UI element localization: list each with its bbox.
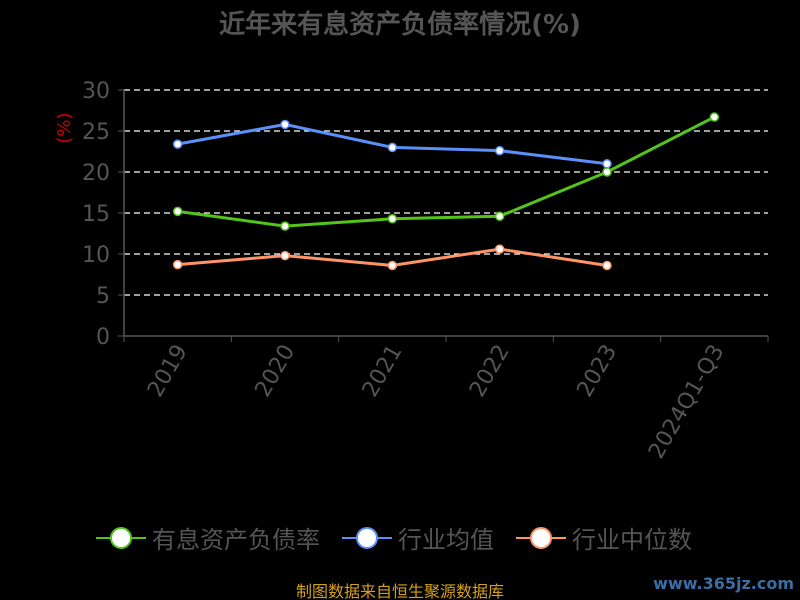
legend-label: 行业均值 [398,526,494,554]
data-point [494,211,505,222]
data-point [602,159,612,169]
x-tick-label: 2022 [465,340,515,401]
watermark: www.365jz.com [653,574,794,593]
y-tick-label: 10 [82,243,110,268]
legend-item-industry-median[interactable]: 行业中位数 [516,520,692,555]
y-tick-label: 15 [82,202,110,227]
y-axis-label: (%) [54,112,75,143]
y-tick-label: 30 [82,79,110,104]
data-point [494,244,505,254]
x-tick-label: 2020 [251,341,301,402]
x-tick-label: 2019 [143,341,193,402]
x-tick-label: 2021 [358,341,408,402]
data-point [709,112,720,122]
data-point [280,221,290,231]
data-point [172,259,183,270]
data-point [172,206,183,217]
data-point [387,260,398,271]
x-tick-label: 2024Q1-Q3 [644,341,729,464]
x-tick-label: 2023 [573,341,623,402]
legend-marker-icon [342,526,392,549]
data-point [172,139,183,149]
y-tick-label: 25 [82,120,110,145]
legend-item-industry-mean[interactable]: 行业均值 [342,520,494,555]
data-point [280,119,290,130]
legend: 有息资产负债率 行业均值 行业中位数 [96,520,692,555]
y-tick-label: 20 [82,161,110,186]
legend-label: 有息资产负债率 [152,526,320,554]
legend-label: 行业中位数 [572,526,692,554]
legend-marker-icon [516,526,566,549]
chart-title: 近年来有息资产负债率情况(%) [219,10,581,40]
series-line [177,115,716,228]
data-point [602,167,612,177]
y-tick-label: 5 [96,284,110,309]
data-point [494,145,505,156]
legend-marker-icon [96,526,146,549]
y-tick-label: 0 [96,325,110,350]
data-point [387,213,398,224]
data-point [280,250,290,261]
data-point [387,142,398,153]
data-point [602,260,612,271]
legend-item-interest-debt-ratio[interactable]: 有息资产负债率 [96,520,320,555]
source-note: 制图数据来自恒生聚源数据库 [295,582,504,600]
